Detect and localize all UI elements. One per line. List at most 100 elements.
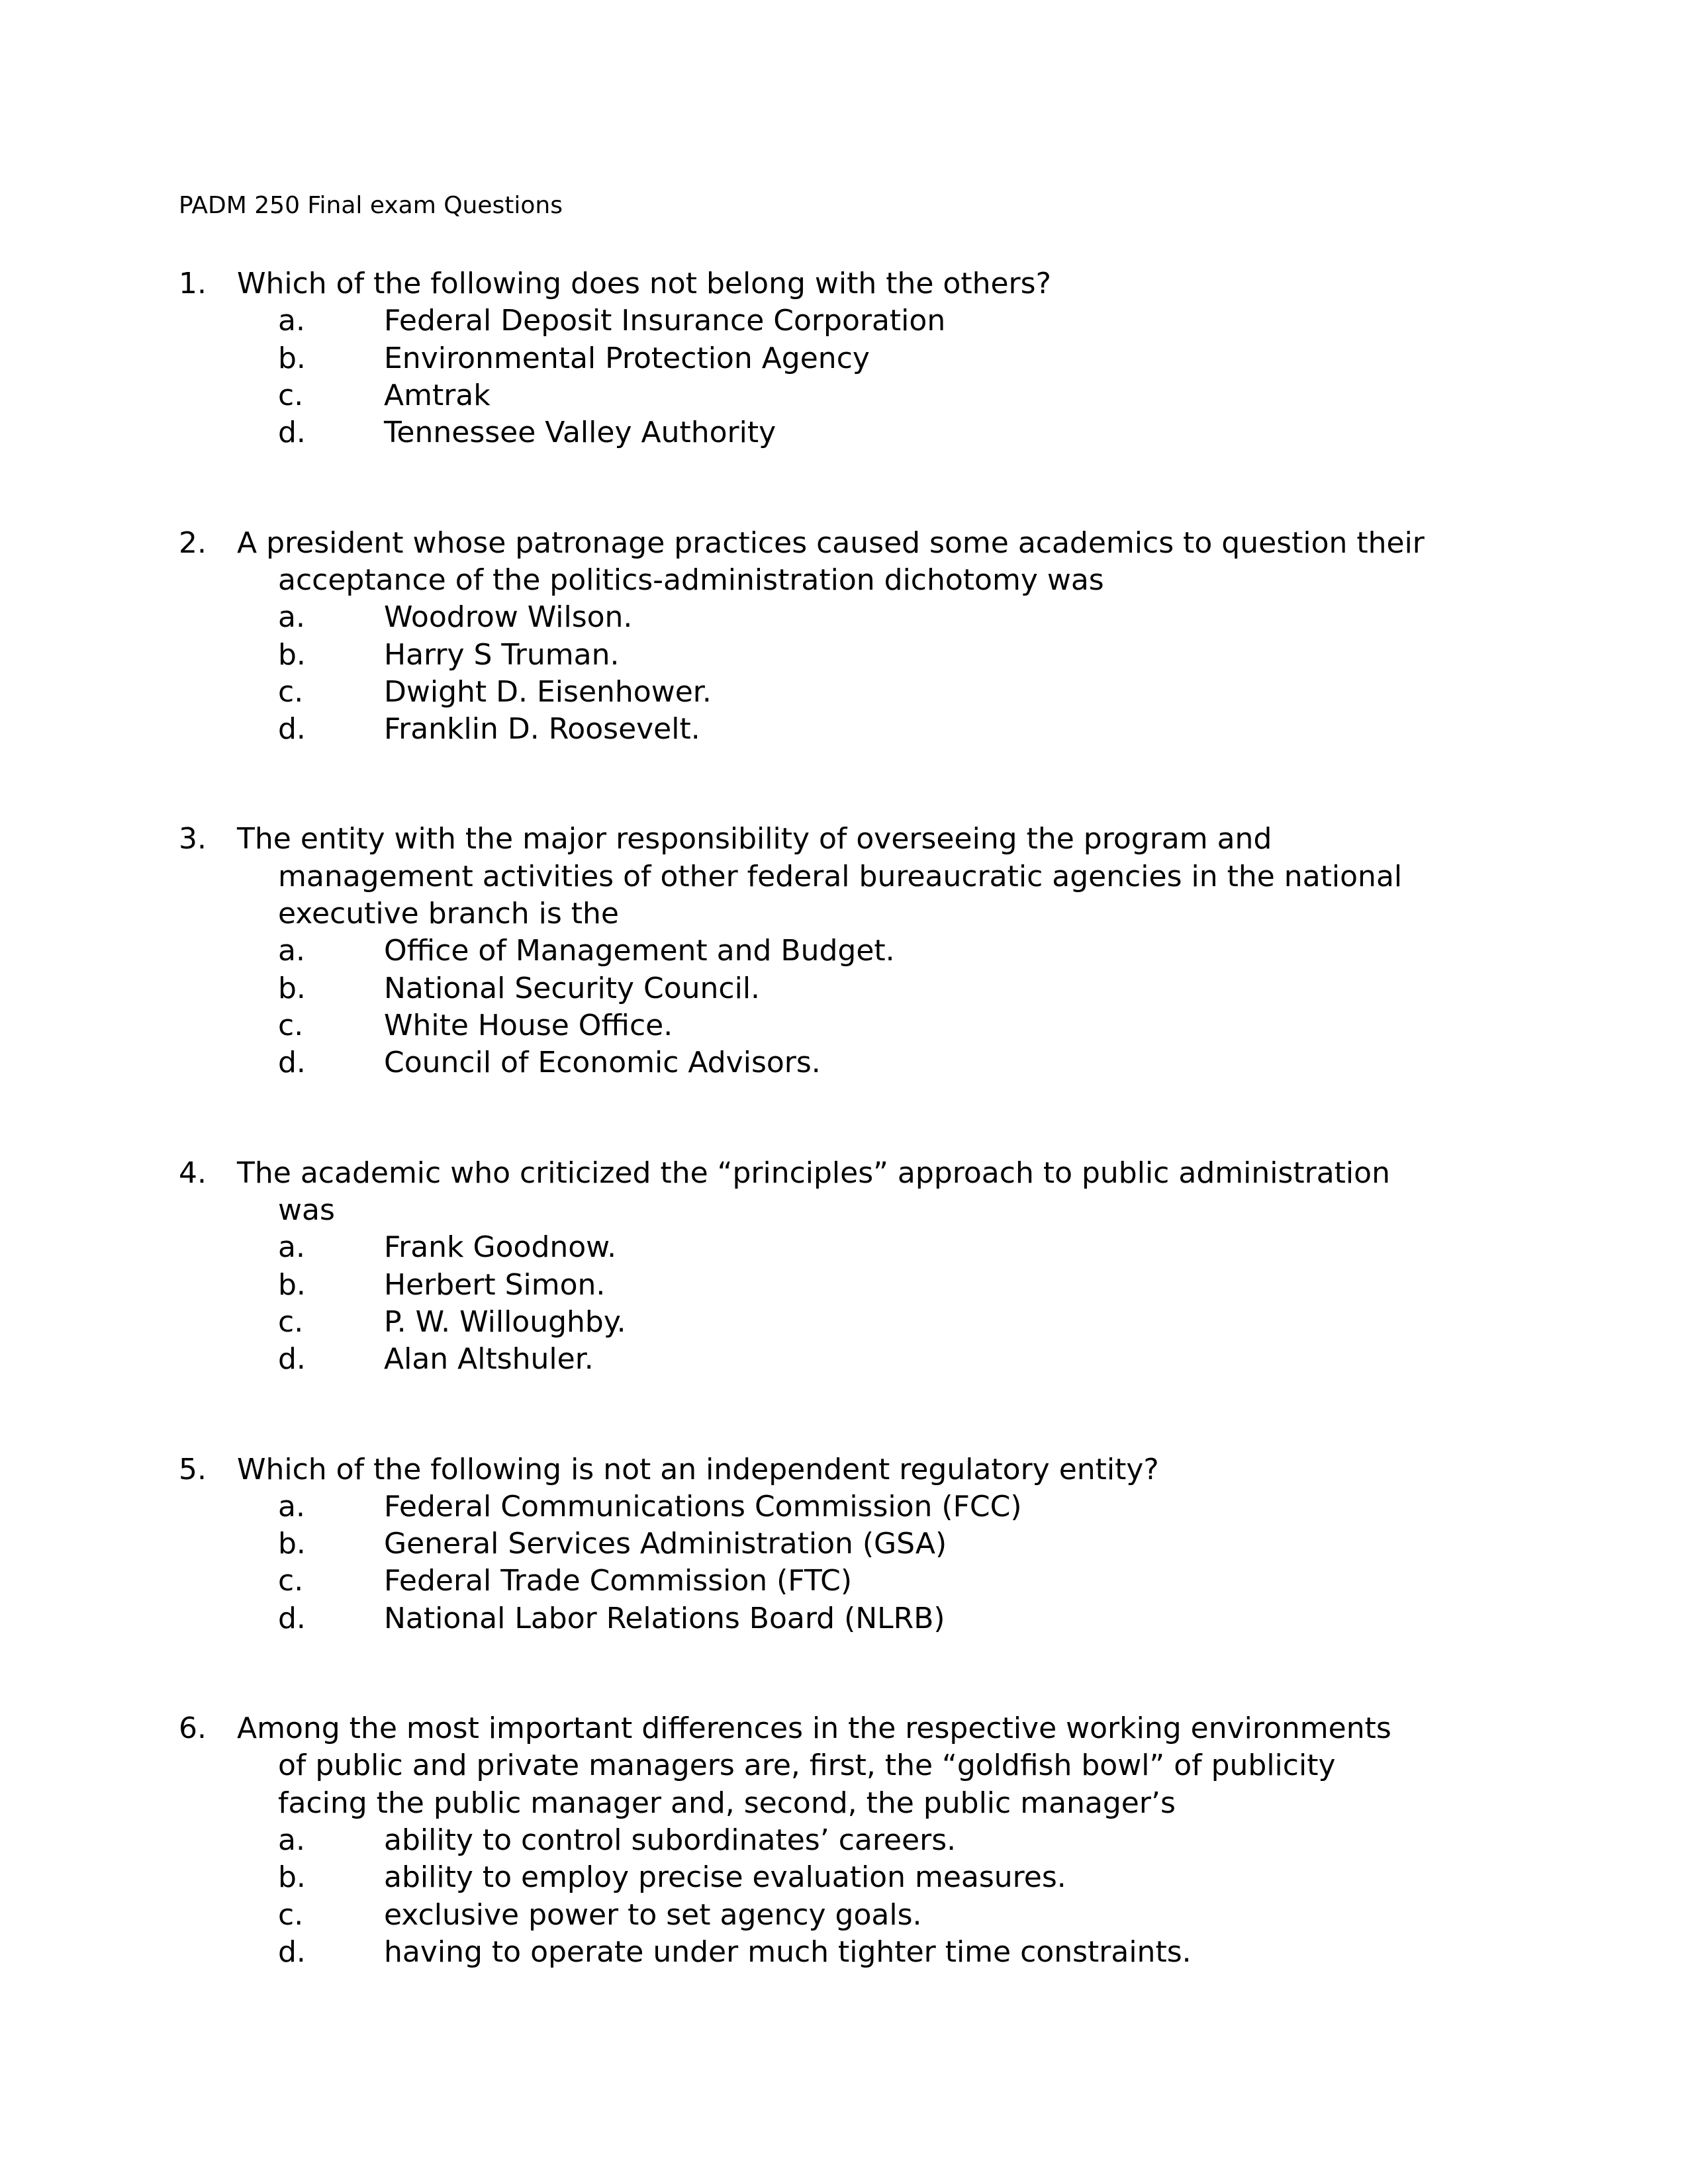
question-number: 1.: [179, 265, 237, 302]
question-block: 5.Which of the following is not an indep…: [179, 1451, 1509, 1638]
option-letter: c.: [278, 1007, 384, 1044]
option-text: General Services Administration (GSA): [384, 1525, 1509, 1563]
option-row: a.Frank Goodnow.: [179, 1229, 1509, 1266]
option-row: a.Federal Communications Commission (FCC…: [179, 1488, 1509, 1525]
question-stem-continuation: executive branch is the: [179, 895, 1509, 933]
option-row: a.ability to control subordinates’ caree…: [179, 1822, 1509, 1859]
questions-container: 1.Which of the following does not belong…: [179, 265, 1509, 1971]
question-stem-continuation: of public and private managers are, firs…: [179, 1747, 1509, 1784]
option-text: P. W. Willoughby.: [384, 1304, 1509, 1341]
option-text: National Security Council.: [384, 970, 1509, 1007]
option-letter: a.: [278, 1822, 384, 1859]
option-letter: a.: [278, 933, 384, 970]
option-letter: c.: [278, 674, 384, 711]
option-letter: d.: [278, 1341, 384, 1378]
option-row: c.P. W. Willoughby.: [179, 1304, 1509, 1341]
option-text: Herbert Simon.: [384, 1267, 1509, 1304]
option-row: c.Dwight D. Eisenhower.: [179, 674, 1509, 711]
page-title: PADM 250 Final exam Questions: [179, 192, 1509, 219]
option-row: d.Alan Altshuler.: [179, 1341, 1509, 1378]
option-row: c.Amtrak: [179, 377, 1509, 414]
question-stem-text: Among the most important differences in …: [237, 1710, 1509, 1747]
option-text: Dwight D. Eisenhower.: [384, 674, 1509, 711]
question-stem-continuation: facing the public manager and, second, t…: [179, 1785, 1509, 1822]
option-text: National Labor Relations Board (NLRB): [384, 1600, 1509, 1637]
option-letter: d.: [278, 1044, 384, 1081]
option-letter: c.: [278, 1304, 384, 1341]
option-text: Frank Goodnow.: [384, 1229, 1509, 1266]
option-row: c.Federal Trade Commission (FTC): [179, 1563, 1509, 1600]
question-number: 6.: [179, 1710, 237, 1747]
option-letter: d.: [278, 1934, 384, 1971]
option-text: Office of Management and Budget.: [384, 933, 1509, 970]
option-row: a.Office of Management and Budget.: [179, 933, 1509, 970]
option-row: b.Environmental Protection Agency: [179, 340, 1509, 377]
option-row: c.White House Office.: [179, 1007, 1509, 1044]
option-text: Franklin D. Roosevelt.: [384, 711, 1509, 748]
question-stem-continuation: management activities of other federal b…: [179, 858, 1509, 895]
question-number: 2.: [179, 525, 237, 562]
question-stem-text: The entity with the major responsibility…: [237, 821, 1509, 858]
question-stem-text: The academic who criticized the “princip…: [237, 1155, 1509, 1192]
option-text: Alan Altshuler.: [384, 1341, 1509, 1378]
question-stem-text: Which of the following is not an indepen…: [237, 1451, 1509, 1488]
option-text: ability to control subordinates’ careers…: [384, 1822, 1509, 1859]
option-row: b.General Services Administration (GSA): [179, 1525, 1509, 1563]
option-letter: b.: [278, 1859, 384, 1896]
option-text: Woodrow Wilson.: [384, 599, 1509, 636]
option-text: Federal Deposit Insurance Corporation: [384, 302, 1509, 340]
option-row: d.Tennessee Valley Authority: [179, 414, 1509, 451]
question-number: 5.: [179, 1451, 237, 1488]
option-row: d.having to operate under much tighter t…: [179, 1934, 1509, 1971]
question-stem-row: 5.Which of the following is not an indep…: [179, 1451, 1509, 1488]
option-letter: d.: [278, 1600, 384, 1637]
option-row: d.Franklin D. Roosevelt.: [179, 711, 1509, 748]
option-text: Federal Trade Commission (FTC): [384, 1563, 1509, 1600]
option-letter: b.: [278, 340, 384, 377]
question-stem-row: 6.Among the most important differences i…: [179, 1710, 1509, 1747]
option-row: a.Federal Deposit Insurance Corporation: [179, 302, 1509, 340]
question-stem-text: A president whose patronage practices ca…: [237, 525, 1509, 562]
question-block: 2.A president whose patronage practices …: [179, 525, 1509, 749]
option-text: Amtrak: [384, 377, 1509, 414]
question-number: 4.: [179, 1155, 237, 1192]
question-stem-row: 3.The entity with the major responsibili…: [179, 821, 1509, 858]
option-text: ability to employ precise evaluation mea…: [384, 1859, 1509, 1896]
question-stem-text: Which of the following does not belong w…: [237, 265, 1509, 302]
option-row: d.Council of Economic Advisors.: [179, 1044, 1509, 1081]
option-letter: b.: [278, 1267, 384, 1304]
option-letter: c.: [278, 377, 384, 414]
option-letter: a.: [278, 1488, 384, 1525]
question-stem-row: 2.A president whose patronage practices …: [179, 525, 1509, 562]
option-row: b.Harry S Truman.: [179, 637, 1509, 674]
question-stem-row: 4.The academic who criticized the “princ…: [179, 1155, 1509, 1192]
question-block: 4.The academic who criticized the “princ…: [179, 1155, 1509, 1379]
question-block: 3.The entity with the major responsibili…: [179, 821, 1509, 1081]
option-letter: c.: [278, 1563, 384, 1600]
question-stem-row: 1.Which of the following does not belong…: [179, 265, 1509, 302]
question-number: 3.: [179, 821, 237, 858]
option-letter: b.: [278, 1525, 384, 1563]
question-stem-continuation: was: [179, 1192, 1509, 1229]
option-row: d.National Labor Relations Board (NLRB): [179, 1600, 1509, 1637]
option-row: b.ability to employ precise evaluation m…: [179, 1859, 1509, 1896]
exam-page: PADM 250 Final exam Questions 1.Which of…: [0, 0, 1688, 1971]
option-text: exclusive power to set agency goals.: [384, 1897, 1509, 1934]
option-letter: d.: [278, 414, 384, 451]
option-text: Council of Economic Advisors.: [384, 1044, 1509, 1081]
option-text: Harry S Truman.: [384, 637, 1509, 674]
question-block: 1.Which of the following does not belong…: [179, 265, 1509, 452]
option-text: Tennessee Valley Authority: [384, 414, 1509, 451]
question-block: 6.Among the most important differences i…: [179, 1710, 1509, 1971]
option-letter: b.: [278, 637, 384, 674]
option-row: c.exclusive power to set agency goals.: [179, 1897, 1509, 1934]
option-text: Federal Communications Commission (FCC): [384, 1488, 1509, 1525]
option-letter: a.: [278, 302, 384, 340]
question-stem-continuation: acceptance of the politics-administratio…: [179, 562, 1509, 599]
option-text: having to operate under much tighter tim…: [384, 1934, 1509, 1971]
option-letter: a.: [278, 599, 384, 636]
option-text: White House Office.: [384, 1007, 1509, 1044]
option-row: b.National Security Council.: [179, 970, 1509, 1007]
option-row: b.Herbert Simon.: [179, 1267, 1509, 1304]
option-letter: c.: [278, 1897, 384, 1934]
